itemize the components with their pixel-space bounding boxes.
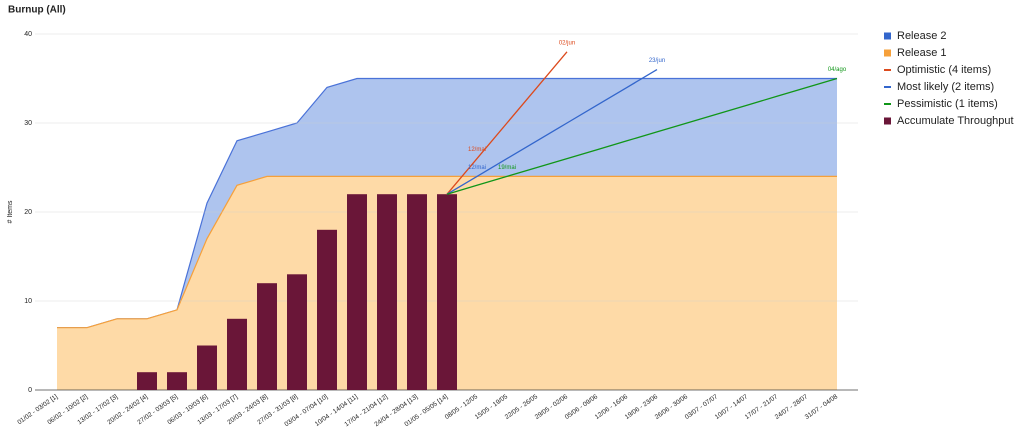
legend-swatch bbox=[884, 69, 891, 71]
bar bbox=[437, 194, 457, 390]
bar bbox=[257, 283, 277, 390]
legend-label: Most likely (2 items) bbox=[897, 81, 994, 93]
legend-swatch bbox=[884, 86, 891, 88]
bar bbox=[287, 274, 307, 390]
legend-swatch bbox=[884, 49, 891, 57]
legend-label: Release 1 bbox=[897, 47, 947, 59]
point-label: 02/jun bbox=[559, 40, 575, 46]
bar bbox=[347, 194, 367, 390]
y-tick-label: 20 bbox=[24, 209, 32, 216]
legend-label: Release 2 bbox=[897, 30, 947, 42]
point-label: 12/mai bbox=[468, 165, 486, 171]
chart-title: Burnup (All) bbox=[8, 5, 66, 16]
legend-swatch bbox=[884, 117, 891, 125]
point-label: 12/mai bbox=[468, 147, 486, 153]
point-label: 23/jun bbox=[649, 58, 665, 64]
y-tick-label: 30 bbox=[24, 120, 32, 127]
area-line bbox=[57, 175, 837, 329]
x-tick-label: 31/07 - 04/08 bbox=[804, 393, 840, 421]
legend-label: Accumulate Throughput bbox=[897, 115, 1014, 127]
legend-label: Pessimistic (1 items) bbox=[897, 98, 998, 110]
bar bbox=[407, 194, 427, 390]
bar bbox=[167, 372, 187, 390]
bar bbox=[197, 345, 217, 390]
bar bbox=[227, 318, 247, 390]
area-line bbox=[57, 77, 837, 329]
bar bbox=[137, 372, 157, 390]
y-tick-label: 0 bbox=[28, 387, 32, 394]
legend-label: Optimistic (4 items) bbox=[897, 64, 991, 76]
legend-swatch bbox=[884, 32, 891, 40]
point-label: 19/mai bbox=[498, 165, 516, 171]
point-label: 04/ago bbox=[828, 67, 847, 73]
forecast-line bbox=[446, 51, 568, 195]
forecast-line bbox=[446, 69, 658, 195]
forecast-line bbox=[446, 77, 838, 195]
y-tick-label: 40 bbox=[24, 31, 32, 38]
bar bbox=[317, 229, 337, 390]
y-axis-label: # Items bbox=[7, 200, 14, 223]
y-tick-label: 10 bbox=[24, 298, 32, 305]
bar bbox=[377, 194, 397, 390]
legend-swatch bbox=[884, 103, 891, 105]
